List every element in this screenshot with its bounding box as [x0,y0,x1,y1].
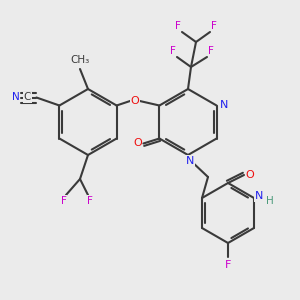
Text: O: O [246,170,254,180]
Text: N: N [255,191,263,201]
Text: O: O [130,95,139,106]
Text: N: N [11,92,19,103]
Text: F: F [208,46,214,56]
Text: F: F [61,196,67,206]
Text: N: N [219,100,228,110]
Text: F: F [225,260,231,270]
Text: C: C [24,92,31,103]
Text: CH₃: CH₃ [70,55,90,65]
Text: O: O [133,139,142,148]
Text: H: H [266,196,274,206]
Text: F: F [211,21,217,31]
Text: F: F [87,196,93,206]
Text: N: N [186,156,194,166]
Text: F: F [175,21,181,31]
Text: F: F [170,46,176,56]
